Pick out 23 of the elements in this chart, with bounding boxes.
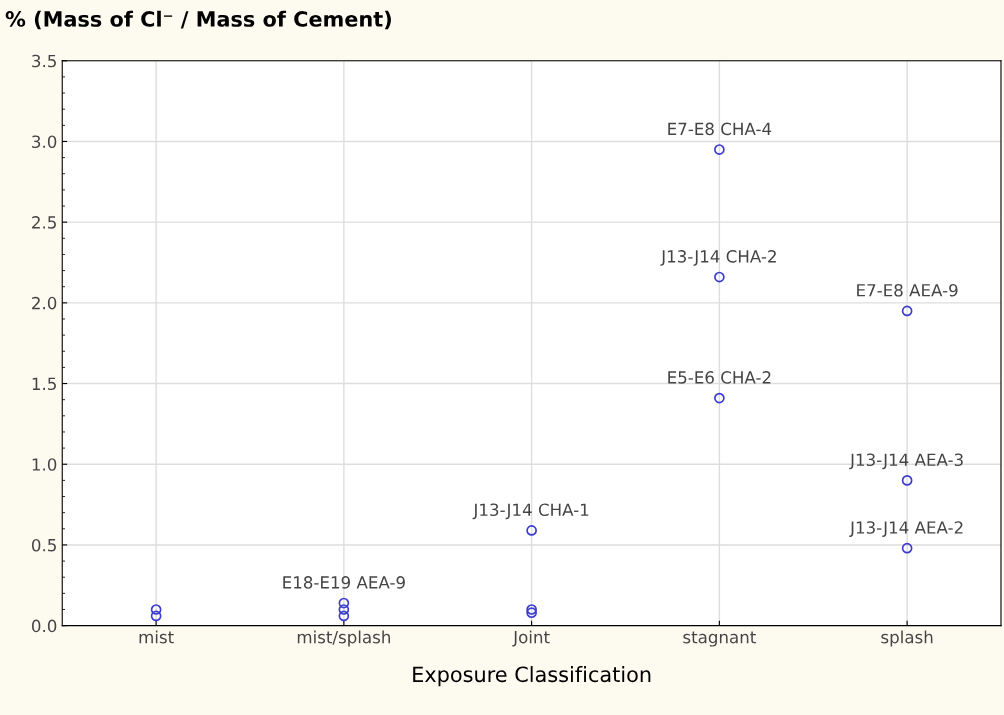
annotation: E7-E8 CHA-4	[668, 122, 772, 136]
annotation: E5-E6 CHA-2	[668, 371, 771, 384]
x-tick-label: stagnant	[683, 631, 756, 647]
x-tick-label: Joint	[512, 630, 550, 647]
y-tick-label: 1.5	[32, 377, 56, 391]
y-tick-label: 2.5	[32, 216, 56, 229]
annotation: J13-J14 CHA-2	[660, 250, 776, 266]
y-axis-title: % (Mass of Cl⁻ / Mass of Cement)	[5, 10, 391, 30]
x-tick-label: splash	[881, 630, 933, 647]
y-tick-label: 2.0	[32, 296, 57, 310]
annotation: J13-J14 AEA-2	[849, 521, 963, 537]
x-tick-label: mist/splash	[297, 630, 390, 647]
annotation: J13-J14 AEA-3	[849, 453, 963, 470]
y-tick-label: 3.0	[32, 135, 57, 149]
y-tick-label: 0.0	[31, 619, 57, 633]
annotation: E18-E19 AEA-9	[283, 576, 405, 589]
y-tick-label: 1.0	[32, 458, 57, 471]
annotation: J13-J14 CHA-1	[472, 503, 589, 520]
y-tick-label: 3.5	[32, 54, 56, 68]
x-axis-title: Exposure Classification	[413, 666, 651, 687]
x-tick-label: mist	[139, 630, 174, 644]
annotation: E7-E8 AEA-9	[857, 283, 958, 297]
y-tick-label: 0.5	[31, 538, 56, 552]
